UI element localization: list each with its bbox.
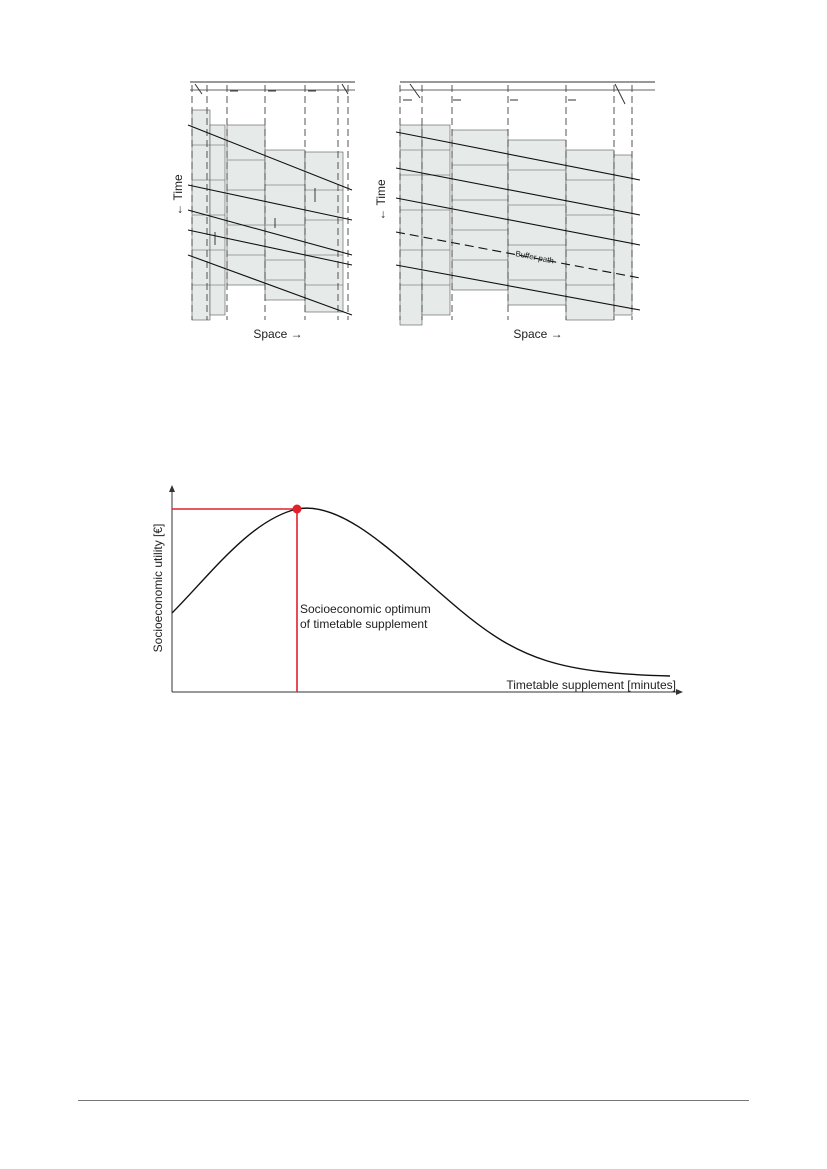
time-space-figure: Buffer path ← Time ← Time Space → Space … [170,70,670,355]
utility-curve [171,507,671,677]
footer-rule [78,1100,749,1101]
utility-figure: Socioeconomic optimum of timetable suppl… [140,480,700,705]
left-time-space-panel [187,81,355,321]
annotation-line-2: of timetable supplement [300,617,428,631]
right-time-axis-label: ← Time [374,179,388,221]
right-space-axis-label: Space → [513,327,562,341]
x-axis-label: Timetable supplement [minutes] [506,678,676,692]
y-axis-label: Socioeconomic utility [€] [151,524,165,653]
annotation-line-1: Socioeconomic optimum [300,602,431,616]
right-time-space-panel: Buffer path [395,81,655,326]
y-axis-arrow-icon [169,485,175,492]
left-space-axis-label: Space → [253,327,302,341]
x-axis-arrow-icon [676,689,683,695]
left-time-axis-label: ← Time [171,174,185,216]
optimum-marker [292,504,302,514]
